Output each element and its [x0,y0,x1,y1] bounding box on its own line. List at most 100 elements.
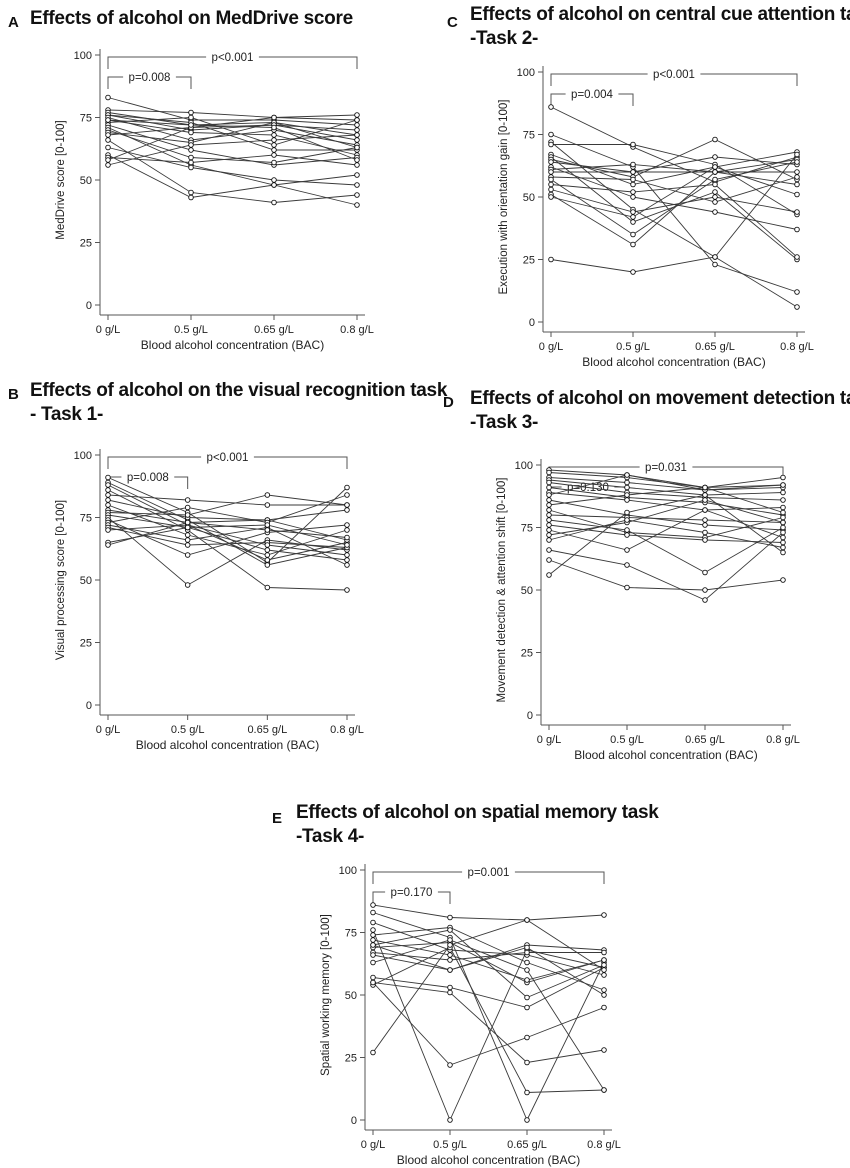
series-line [372,982,605,1066]
series-line [372,912,605,1122]
y-tick-label: 50 [523,192,535,204]
y-axis-label: Spatial working memory [0-100] [320,914,332,1076]
data-point [264,557,271,563]
x-tick-label: 0 g/L [539,341,563,353]
data-point [105,117,111,123]
data-point [794,209,800,215]
data-point [271,152,277,158]
data-point [546,557,552,563]
data-point [344,557,350,563]
significance-bracket-left [107,456,202,469]
x-tick-label: 0.8 g/L [766,734,800,746]
y-axis-label: Execution with orientation gain [0-100] [498,100,510,295]
data-point [702,529,708,536]
data-point [601,1004,607,1011]
series-line [372,922,605,976]
panel-subtitle: - Task 1- [30,404,103,425]
data-point [794,289,800,295]
data-point [264,584,271,591]
data-point [546,497,552,503]
data-point [271,124,277,131]
data-point [354,157,360,163]
data-point [548,104,554,110]
data-point [712,164,718,170]
data-point [546,517,552,523]
data-point [370,902,376,908]
data-point [794,191,800,198]
series-line [550,171,798,246]
data-point [780,497,786,503]
data-point [447,989,453,996]
data-point [524,967,530,973]
data-point [780,539,786,546]
data-point [702,492,708,498]
data-point [105,157,111,163]
data-point [264,502,271,508]
series-line [548,532,784,601]
data-point [524,1089,530,1096]
y-tick-label: 100 [74,450,92,462]
data-point [712,261,718,268]
data-point [601,987,607,993]
data-point [447,957,453,963]
data-point [184,537,191,543]
x-axis-label: Blood alcohol concentration (BAC) [136,738,319,752]
series-line [107,504,348,556]
data-point [601,972,607,978]
series-line [372,929,605,999]
data-point [712,181,718,188]
data-point [548,194,554,200]
data-point [780,519,786,526]
data-point [354,162,360,168]
data-point [702,597,708,603]
data-point [624,547,630,553]
data-point [105,94,111,101]
y-tick-label: 75 [345,928,357,940]
data-point [524,1059,530,1066]
data-point [447,937,453,943]
data-point [184,532,191,538]
data-point [712,169,718,175]
series-line [372,952,604,961]
series-line [107,494,347,506]
chart-svg: 0 25 50 75 100 0 g/L 0.5 g/L 0.65 g/L 0.8 g/L Blo… [320,864,621,1167]
panel-d: D Effects of alcohol on movement detecti… [425,380,850,765]
data-point [188,109,194,116]
series-line [551,156,798,173]
data-point [548,176,554,183]
data-point [344,542,350,548]
series-line [548,477,784,491]
panel-a: A Effects of alcohol on MedDrive score 0… [0,0,425,360]
data-point [105,474,111,481]
data-point [370,942,376,948]
data-point [712,189,718,195]
data-point [188,129,194,136]
data-point [780,514,786,521]
y-tick-label: 0 [86,300,92,312]
y-tick-label: 75 [80,113,92,125]
data-point [188,122,194,128]
data-point [105,487,111,493]
series-line [372,939,605,981]
data-point [271,114,277,121]
x-tick-label: 0.65 g/L [254,324,294,336]
panel-letter: C [447,14,458,31]
data-point [524,1004,530,1011]
series-line [107,522,348,546]
data-point [702,522,708,528]
data-point [264,547,271,553]
series-line [107,484,348,561]
data-point [370,974,376,981]
significance-bracket-left [550,73,648,86]
data-point [264,552,271,558]
data-point [370,959,376,966]
data-point [712,176,718,183]
data-point [546,502,552,508]
data-point [447,914,453,921]
x-tick-label: 0.65 g/L [685,734,725,746]
data-point [105,132,111,138]
series-line [550,154,798,273]
series-line [107,117,358,136]
data-point [630,189,636,195]
significance-bracket-right [437,891,451,904]
